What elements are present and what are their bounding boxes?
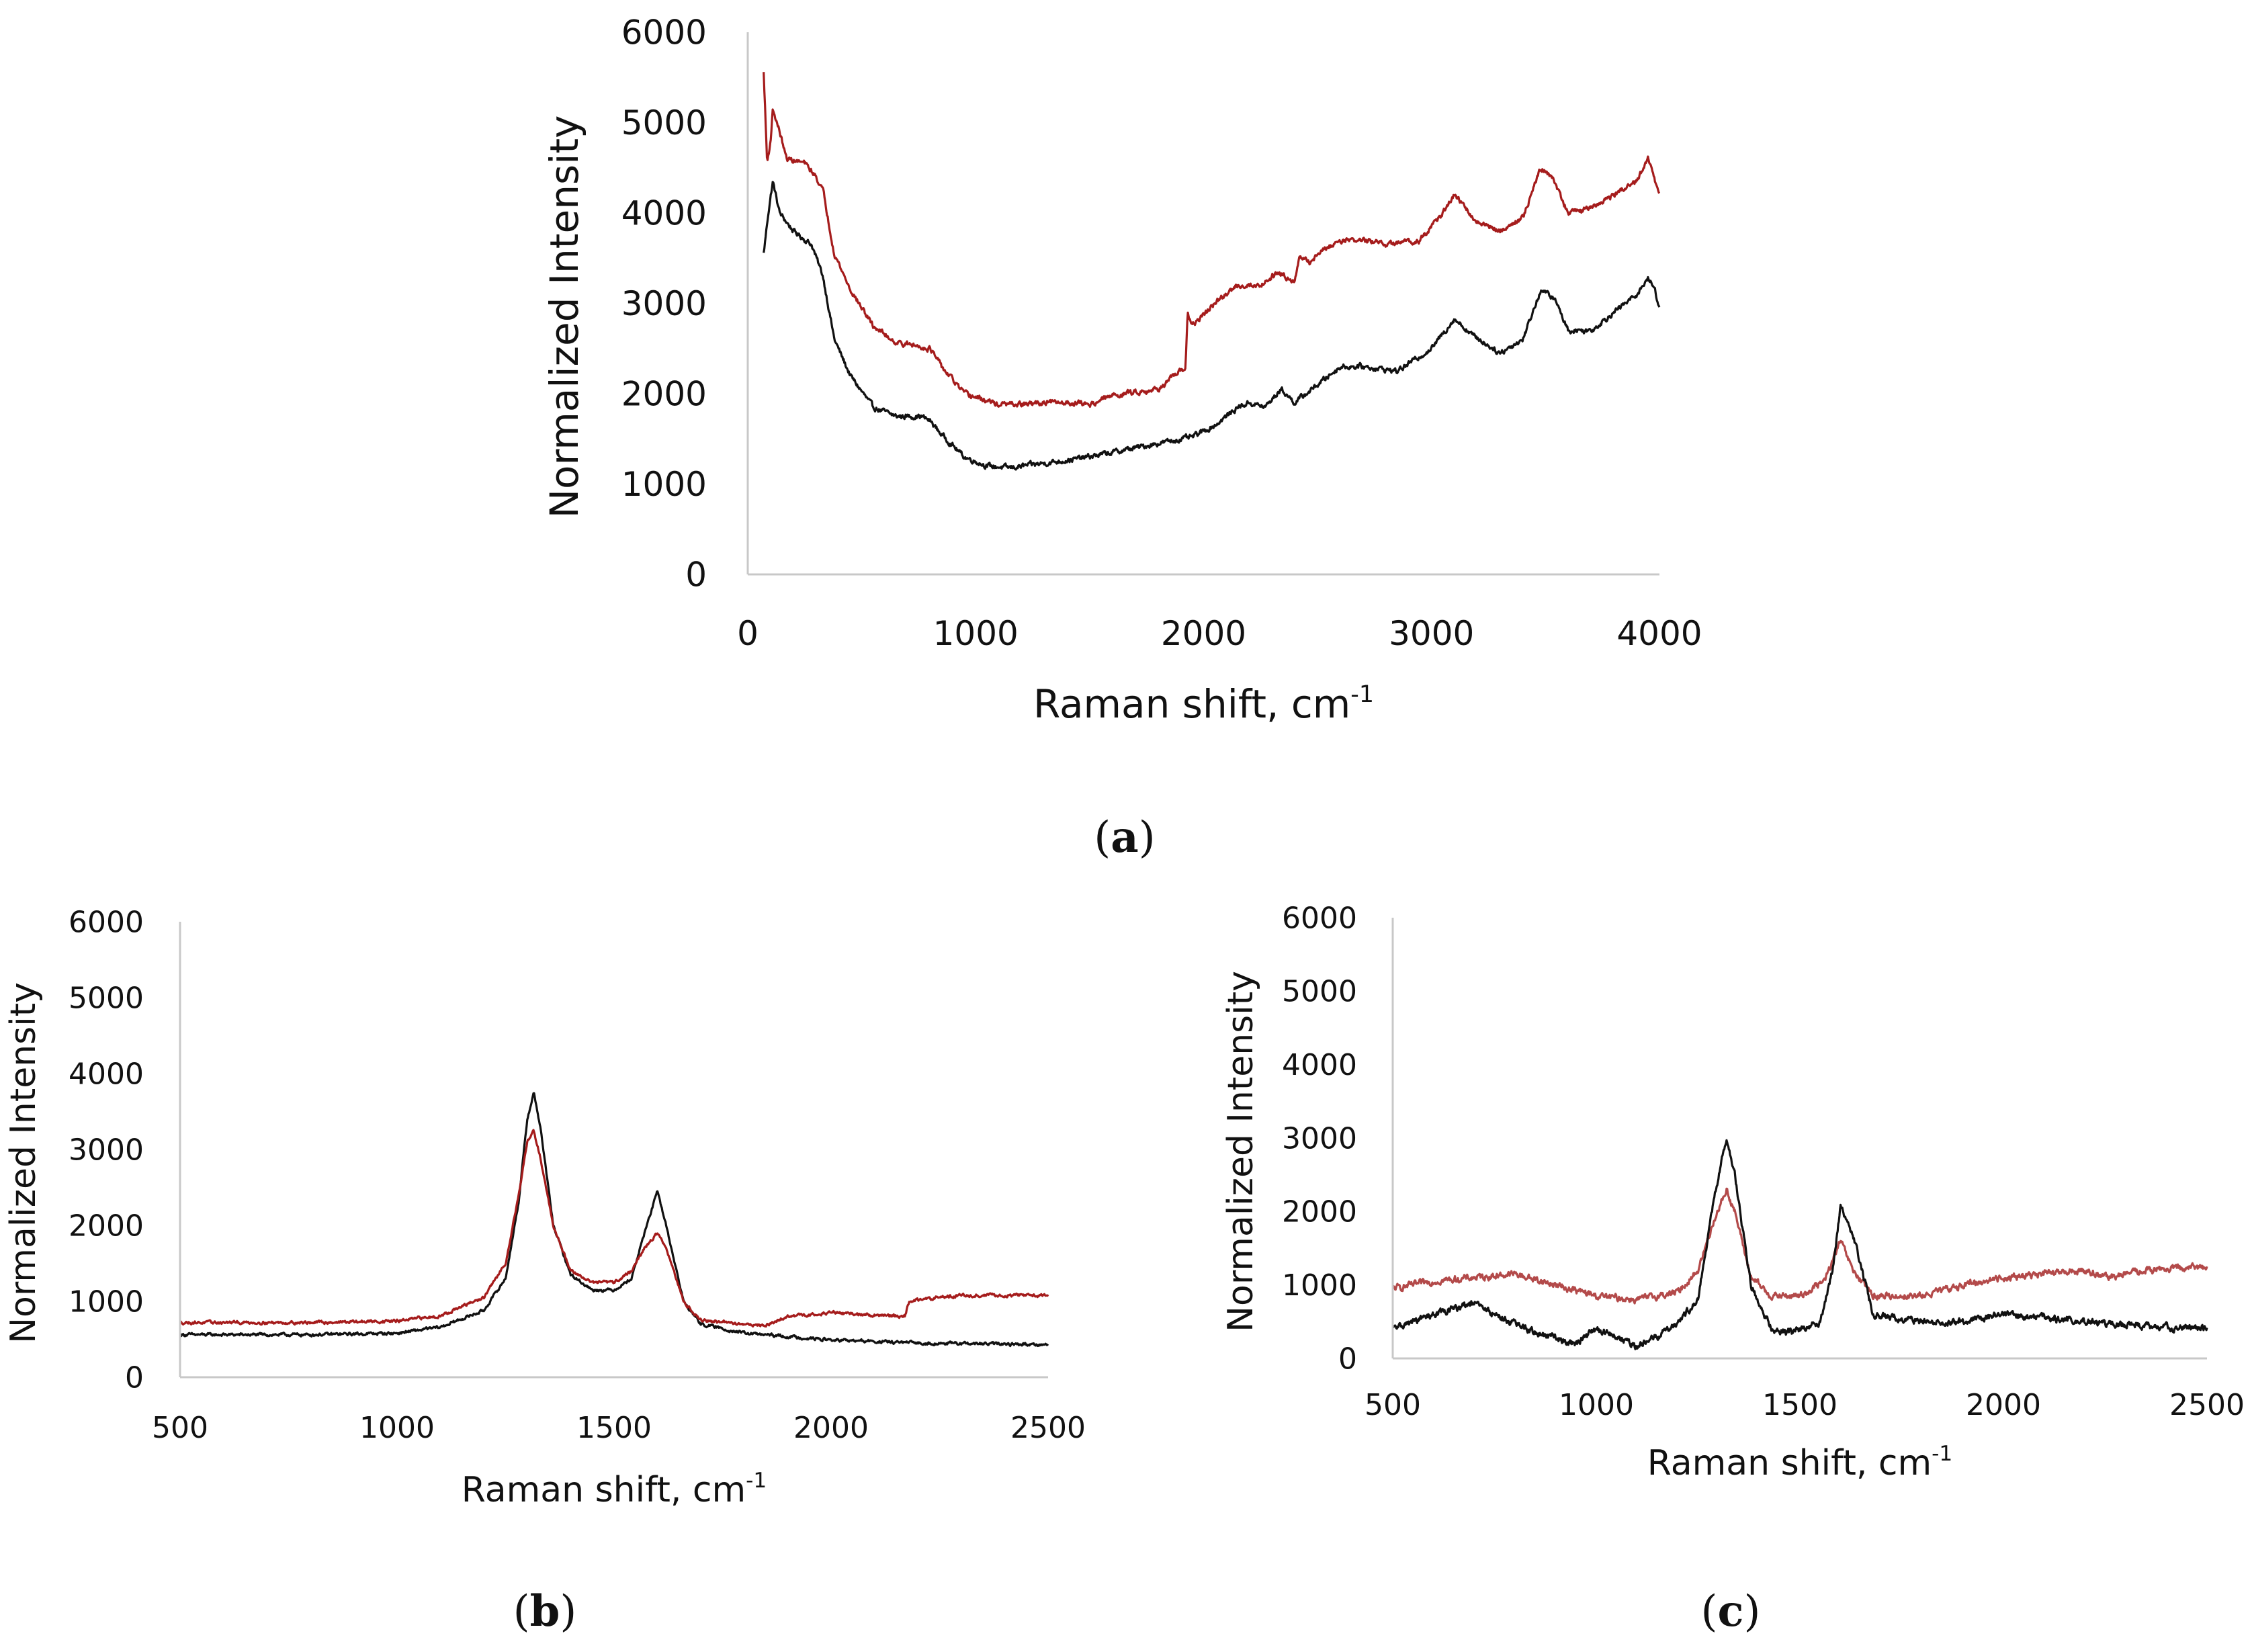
panel-c-x-axis-title: Raman shift, cm-1 (1647, 1442, 1953, 1483)
panel-b-series-black (179, 1092, 1049, 1348)
panel-b-x-axis-title-superscript: -1 (746, 1469, 767, 1493)
panel-c-x-axis-title-text: Raman shift, cm (1647, 1443, 1932, 1483)
panel-b-y-tick-label: 0 (125, 1360, 144, 1395)
panel-a-y-tick-label: 3000 (621, 284, 707, 323)
panel-b-x-tick-label: 2500 (1010, 1411, 1086, 1445)
panel-b-y-tick-label: 5000 (69, 981, 144, 1015)
panel-b-y-tick-label: 3000 (69, 1133, 144, 1167)
panel-c-series-black (1392, 1139, 2208, 1350)
panel-b-y-ticks: 0 1000 2000 3000 4000 5000 6000 (69, 905, 144, 1395)
panel-b-series-red (179, 1129, 1049, 1328)
panel-b-label-close: ) (560, 1587, 576, 1637)
panel-c-x-tick-label: 2000 (1966, 1388, 2041, 1422)
panel-c-y-tick-label: 3000 (1282, 1121, 1357, 1156)
panel-c-y-tick-label: 2000 (1282, 1195, 1357, 1229)
panel-a-y-tick-label: 5000 (621, 103, 707, 142)
panel-c-x-ticks: 500 1000 1500 2000 2500 (1365, 1388, 2245, 1422)
panel-a: 0 1000 2000 3000 4000 5000 6000 0 1000 2000 3000 4… (542, 13, 1702, 863)
panel-b-y-tick-label: 2000 (69, 1209, 144, 1243)
panel-a-x-tick-label: 4000 (1616, 614, 1702, 653)
panel-b-x-tick-label: 1500 (576, 1411, 652, 1445)
panel-c-x-tick-label: 500 (1365, 1388, 1421, 1422)
panel-a-x-tick-label: 2000 (1161, 614, 1246, 653)
panel-a-x-axis-title-text: Raman shift, cm (1033, 681, 1350, 727)
panel-c: 0 1000 2000 3000 4000 5000 6000 500 1000 1500 200… (1221, 901, 2245, 1637)
panel-c-y-axis-title: Normalized Intensity (1221, 971, 1261, 1332)
panel-c-label-close: ) (1743, 1587, 1760, 1637)
panel-a-series-black (763, 181, 1661, 471)
panel-c-x-axis-title-superscript: -1 (1932, 1442, 1952, 1466)
panel-a-x-axis-title: Raman shift, cm-1 (1033, 681, 1374, 727)
panel-a-label-close: ) (1139, 813, 1156, 863)
panel-b-x-tick-label: 500 (152, 1411, 208, 1445)
panel-a-y-tick-label: 1000 (621, 465, 707, 504)
panel-c-label-open: ( (1701, 1587, 1718, 1637)
panel-b-x-ticks: 500 1000 1500 2000 2500 (152, 1411, 1086, 1445)
panel-c-y-ticks: 0 1000 2000 3000 4000 5000 6000 (1282, 901, 1357, 1376)
panel-c-x-tick-label: 1500 (1762, 1388, 1837, 1422)
panel-c-x-tick-label: 2500 (2169, 1388, 2245, 1422)
panel-a-y-axis-title: Normalized Intensity (542, 116, 587, 519)
panel-a-x-tick-label: 3000 (1389, 614, 1474, 653)
panel-b: 0 1000 2000 3000 4000 5000 6000 500 1000 1500 200… (3, 905, 1086, 1637)
panel-a-label-letter: a (1111, 812, 1138, 863)
panel-a-x-tick-label: 0 (737, 614, 759, 653)
panel-c-label: (c) (1701, 1586, 1761, 1637)
panel-b-x-tick-label: 2000 (793, 1411, 869, 1445)
panel-b-x-axis-title-text: Raman shift, cm (462, 1470, 746, 1510)
panel-a-x-tick-label: 1000 (933, 614, 1019, 653)
panel-a-y-tick-label: 4000 (621, 194, 707, 233)
panel-b-label: (b) (513, 1586, 577, 1637)
panel-c-y-tick-label: 1000 (1282, 1268, 1357, 1303)
panel-b-y-tick-label: 6000 (69, 905, 144, 939)
panel-a-lines (763, 72, 1661, 471)
panel-b-x-tick-label: 1000 (359, 1411, 435, 1445)
panel-a-y-ticks: 0 1000 2000 3000 4000 5000 6000 (621, 13, 707, 595)
panel-a-series-red (763, 72, 1661, 408)
panel-c-y-tick-label: 5000 (1282, 975, 1357, 1009)
panel-c-label-letter: c (1718, 1586, 1744, 1637)
panel-c-y-tick-label: 0 (1338, 1342, 1357, 1376)
panel-a-x-ticks: 0 1000 2000 3000 4000 (737, 614, 1702, 653)
panel-b-y-tick-label: 4000 (69, 1057, 144, 1091)
panel-b-x-axis-title: Raman shift, cm-1 (462, 1469, 767, 1510)
panel-b-lines (179, 1092, 1049, 1348)
panel-a-y-tick-label: 0 (685, 556, 707, 595)
panel-c-x-tick-label: 1000 (1559, 1388, 1634, 1422)
panel-b-y-tick-label: 1000 (69, 1285, 144, 1319)
panel-c-y-tick-label: 4000 (1282, 1048, 1357, 1082)
panel-c-series-red (1391, 1187, 2208, 1305)
panel-c-y-tick-label: 6000 (1282, 901, 1357, 935)
panel-a-y-tick-label: 2000 (621, 375, 707, 414)
panel-b-y-axis-title: Normalized Intensity (3, 982, 44, 1344)
panel-b-label-letter: b (530, 1586, 560, 1637)
panel-a-label: (a) (1094, 812, 1155, 863)
panel-a-label-open: ( (1094, 813, 1111, 863)
panel-a-y-tick-label: 6000 (621, 13, 707, 52)
panel-a-x-axis-title-superscript: -1 (1350, 681, 1374, 708)
panel-b-label-open: ( (513, 1587, 530, 1637)
panel-c-lines (1391, 1139, 2208, 1350)
